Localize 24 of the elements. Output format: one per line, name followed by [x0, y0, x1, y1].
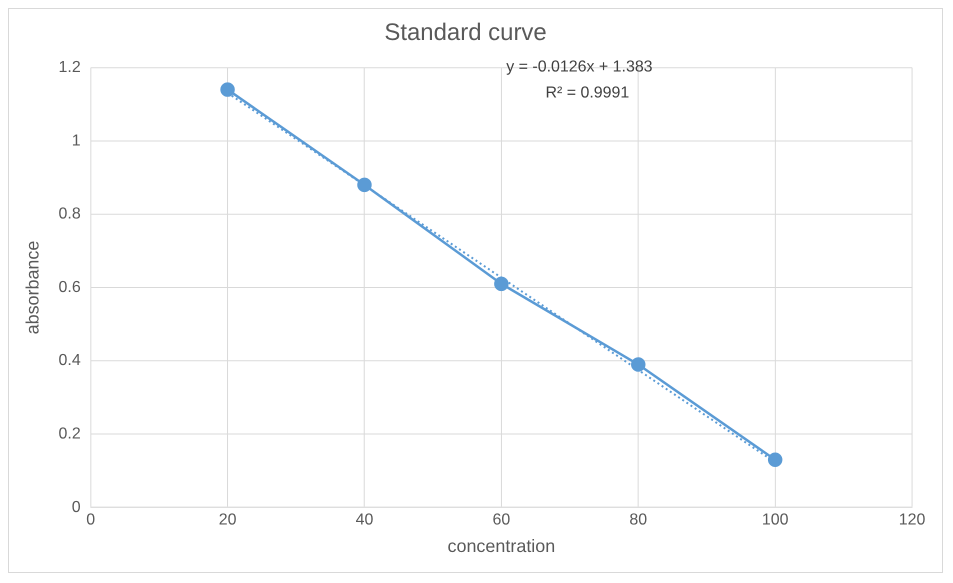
y-tick-label: 0.2: [58, 426, 81, 443]
y-tick-label: 0.8: [58, 206, 81, 223]
x-tick-label: 100: [762, 511, 789, 528]
x-tick-label: 120: [898, 511, 926, 528]
point: [220, 82, 235, 97]
x-tick-label: 20: [218, 511, 237, 528]
y-axis-title: absorbance: [22, 240, 43, 334]
x-axis-title: concentration: [447, 536, 556, 556]
y-tick-label: 1: [72, 132, 81, 150]
x-tick-label: 0: [86, 511, 96, 528]
y-tick-label: 0.4: [58, 352, 81, 370]
y-tick-label: 0: [72, 498, 81, 516]
annotation: y = -0.0126x + 1.383: [506, 58, 653, 76]
point: [631, 357, 646, 372]
x-tick-label: 80: [629, 511, 648, 528]
y-tick-label: 0.6: [58, 278, 81, 296]
point: [494, 276, 509, 292]
chart-title: Standard curve: [384, 18, 547, 46]
y-tick-label: 1.2: [58, 58, 81, 76]
point: [357, 178, 372, 192]
annotation: R² = 0.9991: [545, 84, 630, 102]
x-tick-label: 60: [492, 511, 510, 528]
x-tick-label: 40: [356, 511, 374, 528]
point: [768, 452, 782, 468]
